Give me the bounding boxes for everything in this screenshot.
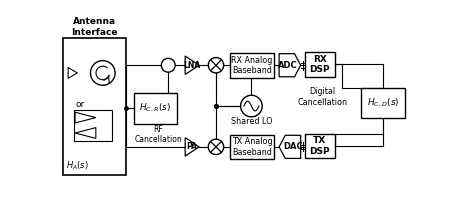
Polygon shape <box>75 128 96 138</box>
Circle shape <box>208 139 224 155</box>
Polygon shape <box>279 135 301 158</box>
Bar <box>73 110 112 141</box>
Text: TX
DSP: TX DSP <box>310 136 330 156</box>
Text: $H_{C,D}(s)$: $H_{C,D}(s)$ <box>367 97 399 109</box>
Bar <box>134 93 177 124</box>
Circle shape <box>208 58 224 73</box>
Text: $H_{A}(s)$: $H_{A}(s)$ <box>66 160 89 172</box>
Circle shape <box>241 95 262 117</box>
Text: PA: PA <box>187 142 198 151</box>
Text: RX
DSP: RX DSP <box>310 55 330 74</box>
Circle shape <box>161 58 175 72</box>
Polygon shape <box>279 54 301 77</box>
Polygon shape <box>185 138 199 156</box>
Text: RF
Cancellation: RF Cancellation <box>134 125 182 144</box>
Polygon shape <box>68 68 77 78</box>
Text: TX Analog
Baseband: TX Analog Baseband <box>232 137 273 157</box>
Text: Antenna
Interface: Antenna Interface <box>71 17 118 37</box>
Text: Digital
Cancellation: Digital Cancellation <box>297 87 347 106</box>
Bar <box>230 135 274 159</box>
Text: RX Analog
Baseband: RX Analog Baseband <box>231 55 273 75</box>
Circle shape <box>91 61 115 85</box>
Bar <box>230 53 274 77</box>
Text: or: or <box>75 100 84 109</box>
Text: LNA: LNA <box>183 61 201 70</box>
Text: $H_{C,R}(s)$: $H_{C,R}(s)$ <box>139 102 171 114</box>
Text: Shared LO: Shared LO <box>231 117 272 126</box>
Polygon shape <box>185 56 199 75</box>
Bar <box>361 88 405 118</box>
Bar <box>305 134 335 158</box>
Text: DAC: DAC <box>283 142 303 151</box>
Bar <box>305 52 335 77</box>
Bar <box>63 38 126 175</box>
Polygon shape <box>75 112 96 123</box>
Text: ADC: ADC <box>278 61 297 70</box>
